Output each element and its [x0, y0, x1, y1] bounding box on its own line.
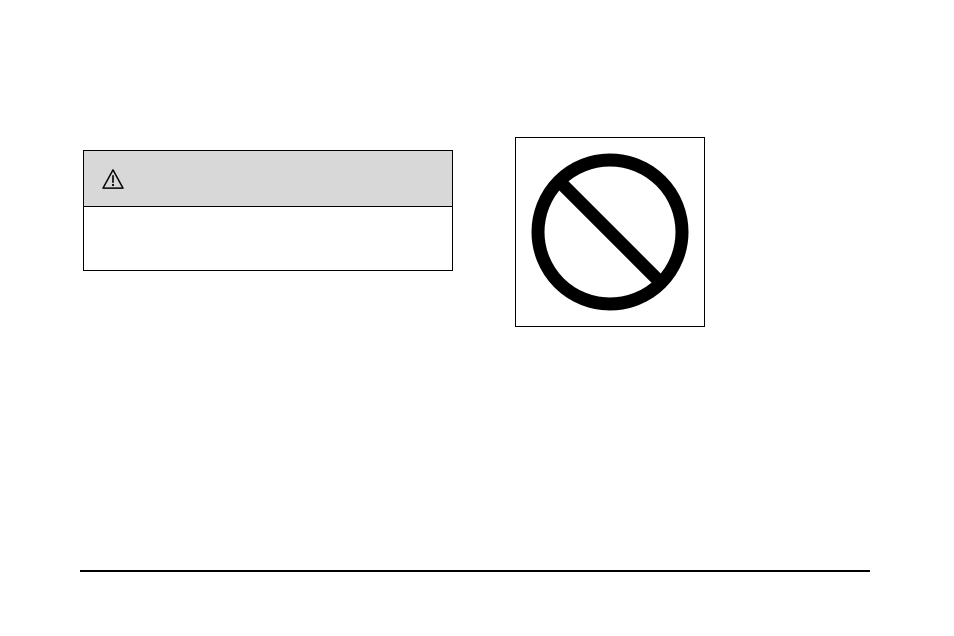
- caution-header: [84, 151, 452, 207]
- horizontal-rule: [80, 570, 870, 572]
- prohibition-frame: [515, 137, 705, 327]
- caution-box: [83, 150, 453, 271]
- warning-triangle-icon: [102, 169, 124, 189]
- no-symbol-icon: [525, 147, 695, 317]
- caution-body: [84, 207, 452, 270]
